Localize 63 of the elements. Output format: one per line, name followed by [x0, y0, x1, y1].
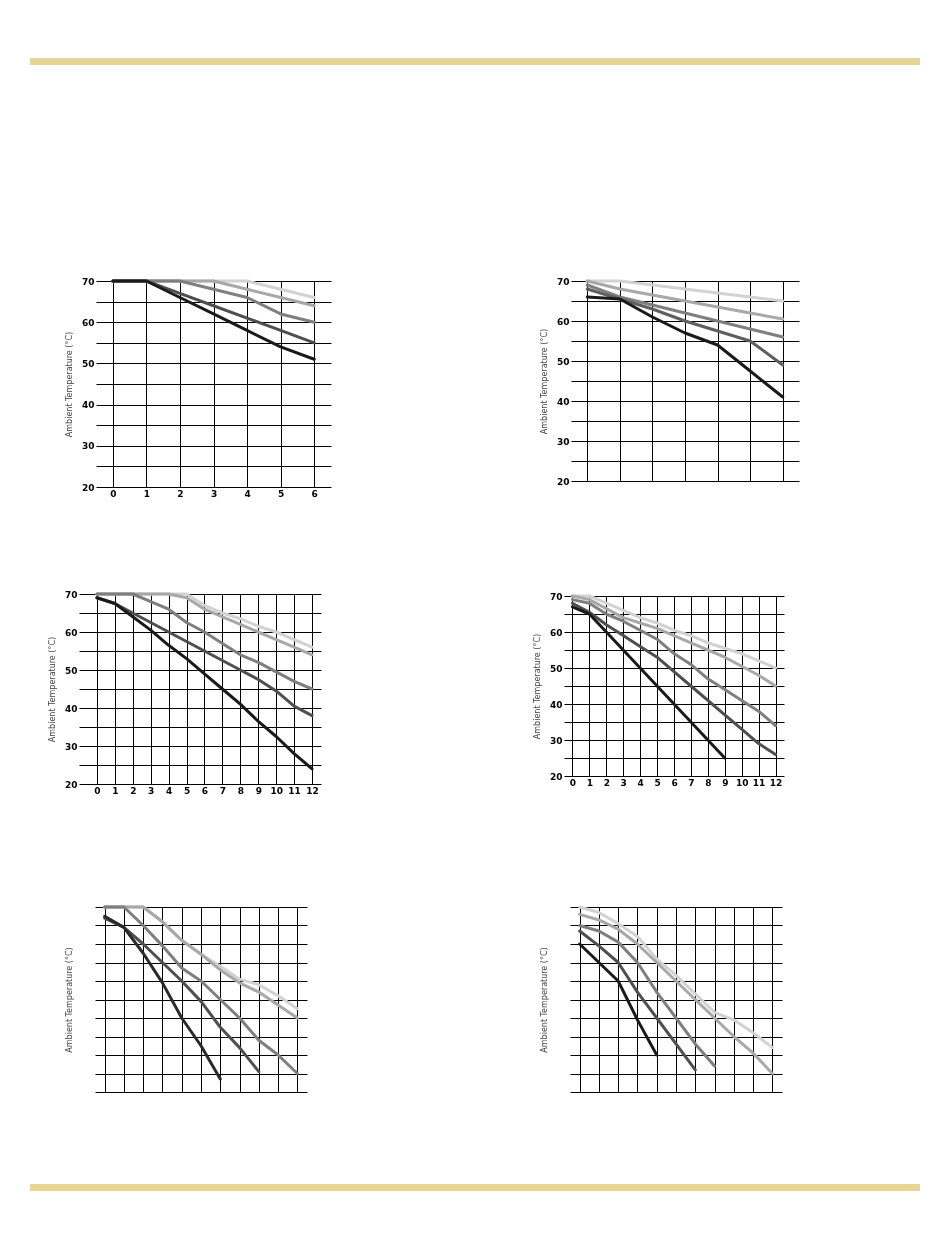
y-axis-title: Ambient Temperature (°C)	[47, 636, 57, 743]
y-tick-label: 40	[549, 699, 563, 710]
y-tick-label: 50	[549, 663, 563, 674]
x-tick-label: 7	[688, 777, 695, 788]
x-tick-label: 2	[130, 785, 137, 796]
x-tick-label: 6	[311, 488, 318, 499]
x-tick-label: 5	[183, 785, 191, 796]
x-tick-label: 0	[569, 777, 577, 788]
x-tick-label: 5	[278, 488, 285, 499]
x-tick-label: 8	[705, 777, 712, 788]
y-tick-label: 70	[81, 276, 95, 287]
x-tick-label: 5	[654, 777, 661, 788]
x-tick-label: 3	[148, 785, 155, 796]
y-tick-label: 60	[549, 627, 563, 638]
x-tick-label: 3	[620, 777, 627, 788]
y-tick-label: 70	[556, 276, 570, 287]
y-axis-title: Ambient Temperature (°C)	[539, 328, 549, 435]
y-axis-title: Ambient Temperature (°C)	[532, 633, 542, 740]
y-axis-title: Ambient Temperature (°C)	[64, 331, 74, 438]
x-tick-label: 10	[735, 777, 749, 788]
x-tick-label: 0	[110, 488, 117, 499]
x-tick-label: 4	[244, 488, 251, 499]
y-tick-label: 30	[81, 441, 95, 452]
x-tick-label: 12	[306, 785, 319, 796]
y-tick-label: 20	[81, 482, 95, 493]
y-tick-label: 30	[556, 436, 570, 447]
y-axis-title: Ambient Temperature (°C)	[539, 947, 549, 1053]
x-tick-label: 3	[210, 488, 218, 499]
x-tick-label: 2	[603, 777, 610, 788]
x-tick-label: 6	[671, 777, 678, 788]
x-tick-label: 6	[201, 785, 209, 796]
y-tick-label: 60	[556, 316, 570, 327]
x-tick-label: 1	[586, 777, 594, 788]
y-tick-label: 40	[81, 400, 95, 411]
y-axis-title: Ambient Temperature (°C)	[64, 947, 74, 1053]
x-tick-label: 1	[112, 785, 119, 796]
y-tick-label: 60	[81, 317, 95, 328]
x-tick-label: 8	[237, 785, 244, 796]
y-tick-label: 50	[556, 356, 570, 367]
y-tick-label: 50	[81, 358, 95, 369]
y-tick-label: 60	[64, 627, 78, 638]
x-tick-label: 4	[166, 785, 173, 796]
x-tick-label: 11	[752, 777, 766, 788]
y-tick-label: 50	[64, 665, 78, 676]
x-tick-label: 11	[288, 785, 301, 796]
x-tick-label: 2	[177, 488, 184, 499]
y-tick-label: 20	[64, 779, 78, 790]
y-tick-label: 70	[64, 589, 78, 600]
y-tick-label: 20	[549, 771, 563, 782]
y-tick-label: 70	[549, 591, 563, 602]
y-tick-label: 40	[556, 396, 570, 407]
x-tick-label: 0	[94, 785, 101, 796]
y-tick-label: 40	[64, 703, 78, 714]
y-tick-label: 30	[64, 741, 78, 752]
x-tick-label: 1	[143, 488, 150, 499]
y-tick-label: 20	[556, 476, 570, 487]
x-tick-label: 7	[219, 785, 227, 796]
x-tick-label: 10	[270, 785, 283, 796]
x-tick-label: 9	[255, 785, 262, 796]
x-tick-label: 12	[769, 777, 783, 788]
x-tick-label: 9	[722, 777, 729, 788]
y-tick-label: 30	[549, 735, 563, 746]
x-tick-label: 4	[637, 777, 644, 788]
